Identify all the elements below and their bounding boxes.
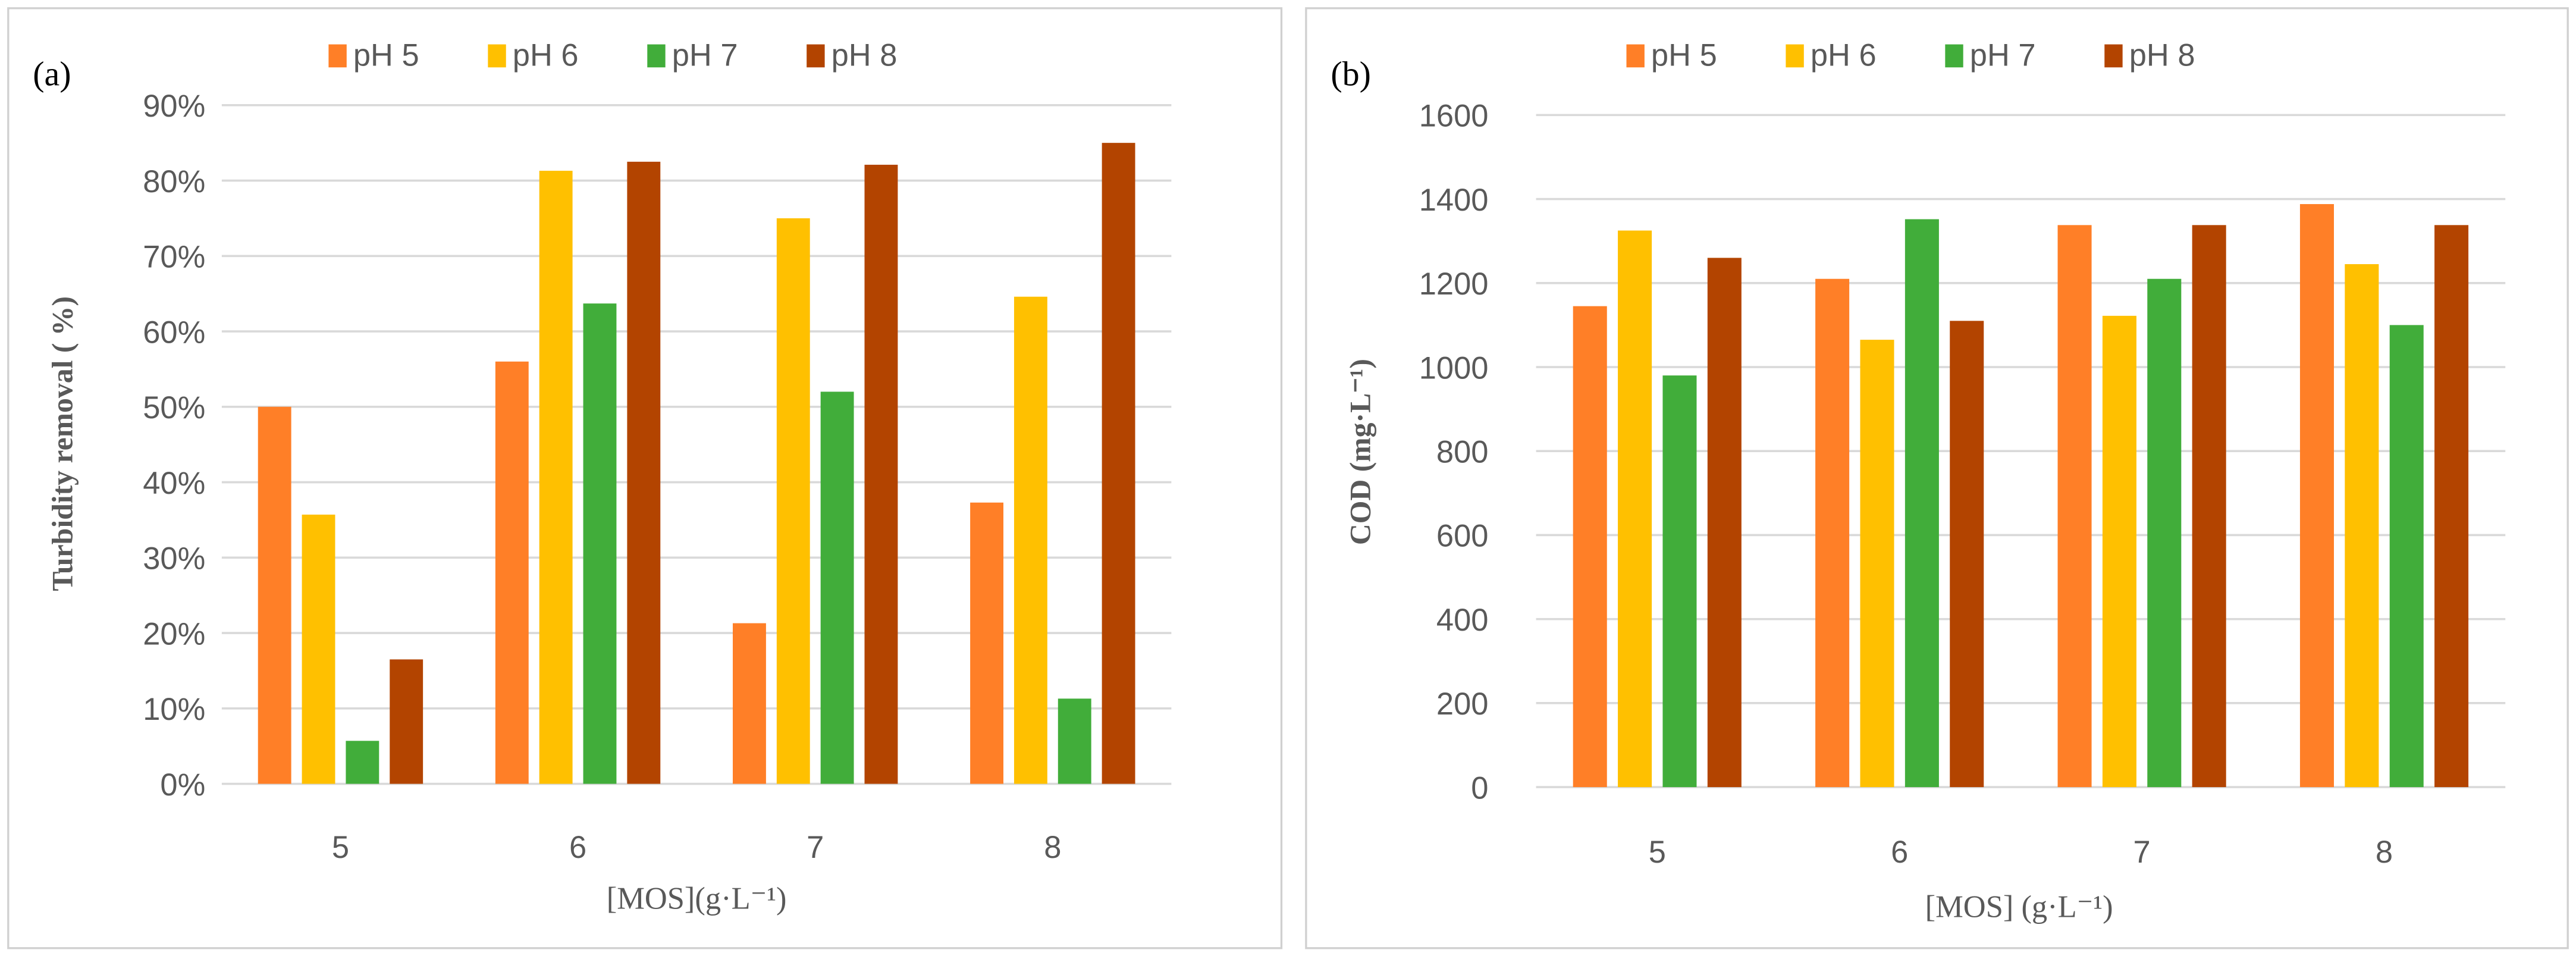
panel-b-cod-chart: (b) COD (mg·L⁻¹) [MOS] (g·L⁻¹) 020040060… — [1305, 7, 2569, 949]
y-tick-label: 20% — [143, 616, 205, 651]
legend-swatch — [647, 44, 666, 68]
x-tick-label: 6 — [569, 830, 586, 865]
y-tick-label: 0 — [1471, 770, 1488, 806]
panel-a-gridlines — [221, 104, 1172, 785]
bar-ph-8-mos-8 — [2434, 225, 2469, 788]
legend-swatch — [328, 44, 347, 68]
panel-a-turbidity-chart: (a) Turbidity removal ( %) [MOS](g·L⁻¹) … — [7, 7, 1283, 949]
legend-label: pH 8 — [832, 37, 898, 73]
x-tick-label: 6 — [1891, 835, 1908, 870]
bar-ph-7-mos-5 — [346, 741, 379, 784]
legend-swatch — [807, 44, 825, 68]
panel-a-y-ticks: 0% 10% 20% 30% 40% 50% 60% 70% 80% 90% — [143, 89, 205, 803]
bar-ph-7-mos-7 — [820, 391, 854, 784]
bar-ph-7-mos-7 — [2147, 278, 2182, 788]
bar-ph-6-mos-5 — [302, 515, 335, 784]
x-tick-label: 8 — [1044, 830, 1061, 865]
legend-swatch — [1626, 44, 1645, 68]
legend-label: pH 7 — [672, 37, 738, 73]
bar-ph-5-mos-8 — [2299, 204, 2334, 788]
bar-ph-8-mos-6 — [627, 161, 661, 784]
legend-label: pH 6 — [513, 37, 579, 73]
x-tick-label: 7 — [807, 830, 824, 865]
legend-label: pH 5 — [353, 37, 419, 73]
bar-ph-5-mos-5 — [258, 406, 291, 784]
panel-b-x-ticks: 5 6 7 8 — [1649, 835, 2393, 870]
bar-ph-8-mos-6 — [1950, 321, 1984, 788]
legend-swatch — [1786, 44, 1804, 68]
bar-ph-8-mos-5 — [1707, 258, 1742, 788]
panel-a-y-axis-title: Turbidity removal ( %) — [46, 296, 79, 591]
bar-ph-6-mos-6 — [1860, 340, 1894, 788]
y-tick-label: 70% — [143, 240, 205, 275]
legend-label: pH 7 — [1970, 37, 2036, 73]
legend-swatch — [1945, 44, 1963, 68]
y-tick-label: 1000 — [1419, 350, 1489, 386]
legend-label: pH 5 — [1651, 37, 1717, 73]
panel-a-bars — [258, 143, 1135, 784]
y-tick-label: 800 — [1436, 435, 1489, 470]
panel-b-bars — [1573, 204, 2469, 788]
x-tick-label: 7 — [2133, 835, 2151, 870]
bar-ph-8-mos-7 — [864, 164, 898, 784]
bar-ph-5-mos-8 — [970, 502, 1004, 784]
bar-ph-5-mos-7 — [733, 623, 766, 784]
panel-b-label: (b) — [1331, 55, 1371, 93]
legend-label: pH 8 — [2129, 37, 2195, 73]
bar-ph-5-mos-5 — [1573, 306, 1607, 788]
bar-ph-6-mos-8 — [2345, 264, 2379, 788]
bar-ph-7-mos-6 — [1904, 219, 1939, 788]
panel-b-legend: pH 5 pH 6 pH 7 pH 8 — [1626, 37, 2195, 73]
y-tick-label: 1200 — [1419, 267, 1489, 302]
bar-ph-6-mos-5 — [1618, 230, 1652, 788]
y-tick-label: 200 — [1436, 687, 1489, 722]
panel-a-legend: pH 5 pH 6 pH 7 pH 8 — [328, 37, 897, 73]
y-tick-label: 10% — [143, 692, 205, 727]
bar-ph-5-mos-6 — [495, 361, 529, 784]
panel-b-gridlines — [1536, 114, 2506, 788]
bar-ph-5-mos-6 — [1815, 278, 1850, 788]
legend-swatch — [2104, 44, 2123, 68]
y-tick-label: 50% — [143, 390, 205, 425]
bar-ph-6-mos-7 — [2102, 315, 2136, 788]
bar-ph-6-mos-6 — [539, 171, 573, 784]
y-tick-label: 400 — [1436, 603, 1489, 638]
y-tick-label: 60% — [143, 315, 205, 350]
x-tick-label: 5 — [332, 830, 349, 865]
bar-ph-8-mos-7 — [2192, 225, 2226, 788]
bar-ph-7-mos-5 — [1662, 375, 1697, 788]
panel-b-y-axis-title: COD (mg·L⁻¹) — [1344, 359, 1377, 545]
bar-ph-6-mos-7 — [776, 218, 810, 784]
panel-b-x-axis-title: [MOS] (g·L⁻¹) — [1925, 889, 2113, 924]
bar-ph-7-mos-8 — [1058, 698, 1091, 784]
x-tick-label: 8 — [2376, 835, 2393, 870]
y-tick-label: 30% — [143, 541, 205, 576]
panel-a-label: (a) — [33, 55, 71, 93]
bar-ph-7-mos-6 — [583, 303, 617, 784]
y-tick-label: 1600 — [1419, 99, 1489, 134]
panel-b-y-ticks: 0 200 400 600 800 1000 1200 1400 1600 — [1419, 99, 1489, 806]
bar-ph-8-mos-8 — [1102, 143, 1135, 784]
legend-swatch — [488, 44, 506, 68]
bar-ph-6-mos-8 — [1014, 296, 1047, 784]
y-tick-label: 0% — [160, 767, 205, 803]
x-tick-label: 5 — [1649, 835, 1666, 870]
bar-ph-5-mos-7 — [2057, 225, 2092, 788]
y-tick-label: 40% — [143, 466, 205, 501]
panel-a-x-ticks: 5 6 7 8 — [332, 830, 1062, 865]
bar-ph-8-mos-5 — [390, 659, 423, 784]
y-tick-label: 80% — [143, 164, 205, 199]
legend-label: pH 6 — [1811, 37, 1877, 73]
y-tick-label: 1400 — [1419, 183, 1489, 218]
panel-a-x-axis-title: [MOS](g·L⁻¹) — [607, 881, 787, 916]
y-tick-label: 600 — [1436, 519, 1489, 554]
y-tick-label: 90% — [143, 89, 205, 124]
bar-ph-7-mos-8 — [2389, 325, 2424, 788]
